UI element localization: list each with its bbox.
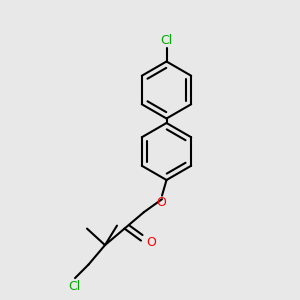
Text: O: O (146, 236, 156, 249)
Text: Cl: Cl (160, 34, 172, 46)
Text: O: O (156, 196, 166, 209)
Text: Cl: Cl (68, 280, 80, 293)
